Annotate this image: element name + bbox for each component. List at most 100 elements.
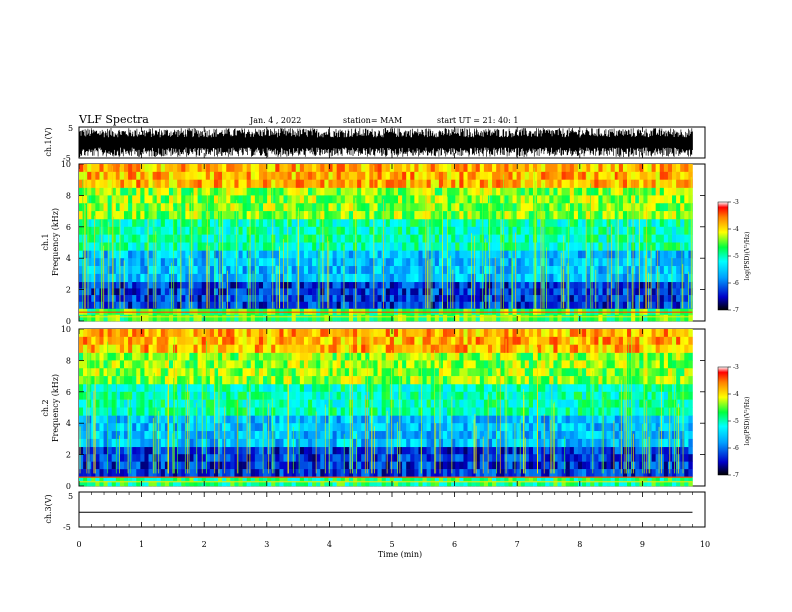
spec2-cell [414, 423, 419, 432]
spec1-cell [573, 250, 579, 259]
spec1-cell [406, 218, 411, 228]
spec1-cell [99, 195, 104, 204]
spec1-cell [471, 301, 477, 309]
spec2-cell [504, 461, 509, 470]
spec1-cell [291, 179, 297, 188]
spec2-cell [140, 383, 145, 393]
spec2-cell [455, 461, 460, 470]
spec1-cell [594, 273, 599, 283]
spec1-cell [283, 195, 288, 204]
spec2-cell [291, 446, 297, 455]
spec1-cell [123, 164, 129, 173]
spec2-cell [234, 469, 239, 477]
spec1-cell [226, 242, 231, 251]
spec2-cell [635, 423, 640, 432]
spec1-cell [275, 295, 280, 303]
spec1-cell [279, 234, 284, 243]
spec2-cell [389, 476, 395, 482]
spec1-cell [348, 266, 354, 275]
spec2-cell [213, 431, 219, 440]
spec2-cell [107, 469, 113, 477]
spec2-cell [222, 383, 227, 393]
spec2-cell [291, 383, 297, 393]
spec2-cell [447, 476, 452, 482]
spec1-cell [402, 301, 407, 309]
spec1-cell [119, 234, 125, 243]
spec2-cell [602, 469, 607, 477]
spec1-cell [402, 266, 407, 275]
spec2-cell [455, 383, 460, 393]
spec1-cell [389, 295, 395, 303]
spec1-cell [287, 250, 292, 259]
spec1-cell [434, 301, 440, 309]
spec1-cell [238, 171, 243, 180]
spec1-cell [504, 281, 509, 289]
spec2-cell [639, 446, 644, 455]
spec2-cell [430, 481, 436, 487]
spec2-cell [614, 423, 620, 432]
spec2-cell [99, 391, 104, 400]
spec2-cell [344, 431, 350, 440]
spec2-cell [680, 431, 685, 440]
spec2-cell [422, 446, 427, 455]
spec1-cell [144, 301, 149, 309]
spec2-cell [573, 438, 579, 448]
spec1-cell [443, 211, 448, 220]
spec1-cell [344, 266, 350, 275]
spec1-cell [83, 179, 88, 188]
spec1-cell [185, 187, 190, 196]
spec1-streak [236, 200, 238, 309]
spec1-cell [422, 234, 427, 243]
spec1-cell [83, 187, 88, 196]
spec1-cell [107, 203, 113, 212]
spec1-cell [455, 281, 460, 289]
spec2-cell [79, 431, 84, 440]
spec1-cell [500, 242, 505, 251]
spec1-cell [487, 203, 493, 212]
spec1-cell [434, 187, 440, 196]
spec1-cell [148, 234, 153, 243]
spec2-cell [688, 383, 693, 393]
spec1-cell [287, 171, 292, 180]
spec2-cell [569, 446, 575, 455]
spec2-cell [275, 476, 280, 482]
spec1-cell [549, 211, 554, 220]
spec1-cell [173, 187, 178, 196]
spec2-cell [516, 383, 522, 393]
spec1-cell [222, 218, 227, 228]
spec1-cell [242, 187, 247, 196]
spec1-cell [582, 226, 587, 235]
spec2-cell [299, 415, 305, 424]
spec2-cell [250, 415, 256, 424]
spec2-cell [410, 431, 415, 440]
spec1-cell [181, 273, 186, 283]
spec1-cell [258, 273, 264, 283]
spec1-cell [667, 211, 673, 220]
spec1-cell [357, 301, 362, 309]
spec1-cell [402, 242, 407, 251]
spec1-cell [393, 179, 399, 188]
spec1-cell [438, 211, 444, 220]
spec2-cell [520, 446, 526, 455]
spec1-cell [459, 234, 464, 243]
spec1-cell [357, 226, 362, 235]
spec1-cell [573, 288, 579, 296]
spec1-cell [635, 250, 640, 259]
spec2-cell [402, 476, 407, 482]
spec1-cell [496, 295, 501, 303]
spec1-cell [393, 301, 399, 309]
spec1-cell [201, 195, 207, 204]
spec1-cell [328, 218, 333, 228]
spec2-cell [246, 446, 252, 455]
spec1-cell [348, 250, 354, 259]
spec2-cell [479, 454, 485, 462]
spec2-cell [254, 431, 260, 440]
spec2-cell [168, 431, 174, 440]
spec1-cell [205, 171, 211, 180]
spec1-cell [365, 218, 370, 228]
spec1-cell [651, 242, 656, 251]
spec2-cell [467, 461, 472, 470]
spec1-streak [287, 200, 289, 309]
spec2-cell [385, 454, 391, 462]
spec1-cell [557, 179, 562, 188]
